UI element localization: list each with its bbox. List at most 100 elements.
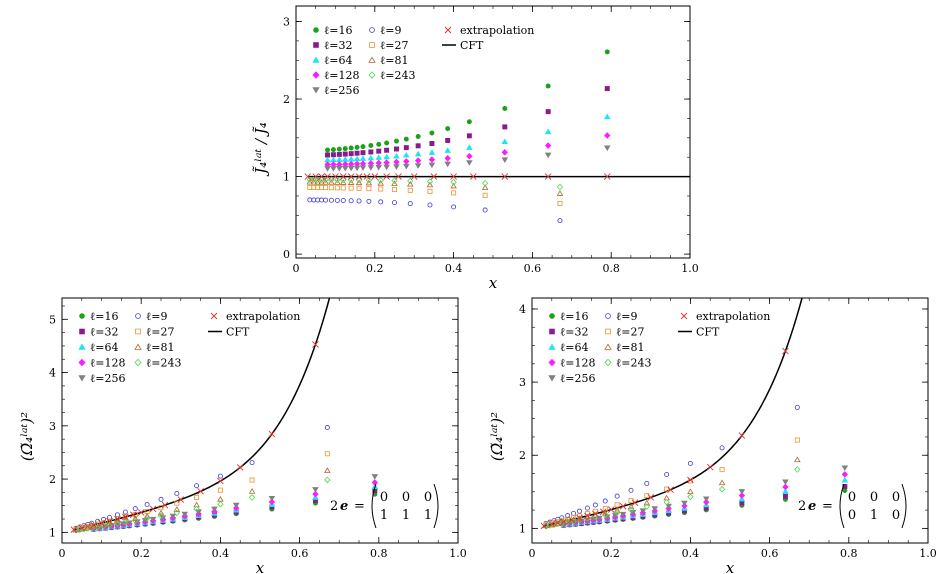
point-l16 bbox=[466, 119, 472, 125]
point-l256 bbox=[466, 160, 473, 166]
point-l256 bbox=[383, 164, 390, 171]
point-extrapolation bbox=[395, 173, 402, 180]
point-extrapolation bbox=[450, 173, 457, 180]
point-l27 bbox=[194, 494, 200, 500]
point-l128 bbox=[545, 142, 552, 149]
point-l16 bbox=[415, 133, 421, 139]
legend-marker-l27 bbox=[605, 328, 611, 335]
point-l81 bbox=[718, 479, 726, 486]
x-tick-label: 0 bbox=[293, 262, 300, 275]
point-l32 bbox=[415, 143, 421, 149]
point-extrapolation bbox=[312, 173, 320, 180]
legend-marker-l256 bbox=[78, 375, 86, 382]
point-extrapolation bbox=[469, 173, 477, 180]
point-l256 bbox=[619, 511, 627, 518]
point-l64 bbox=[383, 153, 390, 160]
point-l9 bbox=[334, 197, 340, 203]
point-l9 bbox=[340, 198, 346, 203]
x-tick-label: 0.8 bbox=[602, 262, 620, 275]
point-l16 bbox=[445, 126, 451, 132]
point-l16 bbox=[330, 147, 336, 153]
point-l27 bbox=[311, 185, 317, 190]
point-l16 bbox=[545, 83, 551, 89]
point-l27 bbox=[340, 185, 346, 191]
point-extrapolation bbox=[98, 519, 105, 527]
point-l9 bbox=[378, 199, 384, 205]
point-extrapolation bbox=[84, 523, 92, 530]
point-l9 bbox=[614, 493, 620, 499]
legend-marker-l9 bbox=[135, 313, 141, 319]
legend-label-l27: ℓ=27 bbox=[146, 326, 174, 339]
point-l128 bbox=[403, 158, 410, 165]
legend-label-l64: ℓ=64 bbox=[90, 341, 118, 354]
point-extrapolation bbox=[544, 173, 552, 180]
point-l81 bbox=[377, 179, 385, 186]
point-l16 bbox=[429, 130, 435, 136]
point-l243 bbox=[334, 176, 341, 184]
point-extrapolation bbox=[371, 173, 379, 180]
x-tick-label: 0.4 bbox=[212, 547, 230, 560]
point-l64 bbox=[336, 156, 343, 162]
point-l256 bbox=[782, 479, 789, 486]
point-l81 bbox=[131, 515, 139, 521]
legend-marker-l256 bbox=[548, 375, 556, 382]
point-l16 bbox=[354, 144, 360, 150]
point-l9 bbox=[328, 197, 334, 203]
point-l27 bbox=[319, 185, 325, 191]
point-l81 bbox=[391, 180, 398, 186]
point-l9 bbox=[307, 197, 313, 203]
point-l128 bbox=[268, 498, 276, 506]
matrix-cell: 0 bbox=[848, 490, 856, 505]
panel-bottom-left-chart: 0 0.2 0.4 0.6 0.8 1.012345x(Ω̃₄ˡᵃᵗ)²ℓ=16ℓ=32ℓ… bbox=[18, 297, 467, 574]
point-l9 bbox=[356, 198, 362, 204]
point-l256 bbox=[359, 165, 367, 172]
point-l256 bbox=[330, 166, 337, 172]
matrix-equals: = bbox=[822, 499, 833, 514]
point-l9 bbox=[194, 483, 200, 489]
legend-marker-l32 bbox=[549, 328, 555, 335]
point-l16 bbox=[376, 141, 382, 147]
point-l9 bbox=[628, 487, 634, 493]
point-l9 bbox=[144, 501, 150, 507]
point-l243 bbox=[100, 522, 107, 530]
point-l256 bbox=[336, 165, 343, 172]
y-tick-label: 2 bbox=[49, 473, 56, 486]
point-l64 bbox=[841, 476, 849, 483]
y-tick-label: 2 bbox=[519, 449, 526, 462]
legend-label-l64: ℓ=64 bbox=[560, 341, 588, 354]
point-l81 bbox=[426, 181, 434, 188]
point-l81 bbox=[306, 178, 314, 185]
point-l243 bbox=[556, 183, 564, 191]
point-l243 bbox=[613, 509, 621, 517]
point-extrapolation bbox=[383, 173, 390, 180]
point-l81 bbox=[687, 488, 694, 494]
point-extrapolation bbox=[540, 522, 548, 530]
point-l81 bbox=[248, 488, 256, 494]
legend-label-l81: ℓ=81 bbox=[146, 341, 174, 354]
point-l32 bbox=[368, 149, 374, 155]
point-l256 bbox=[367, 165, 375, 171]
point-l81 bbox=[318, 178, 325, 185]
point-extrapolation bbox=[554, 519, 562, 527]
matrix-right-paren bbox=[901, 483, 907, 529]
point-l81 bbox=[339, 179, 347, 185]
point-extrapolation bbox=[599, 508, 607, 516]
point-l9 bbox=[348, 198, 354, 204]
point-l27 bbox=[328, 185, 334, 191]
point-l16 bbox=[502, 106, 508, 112]
point-l243 bbox=[157, 512, 165, 520]
legend-marker-l81 bbox=[134, 343, 142, 350]
legend-marker-l128 bbox=[548, 358, 556, 367]
legend-label-cft: CFT bbox=[226, 326, 250, 339]
point-l32 bbox=[502, 124, 508, 130]
point-l81 bbox=[355, 179, 363, 186]
point-l256 bbox=[341, 165, 349, 172]
point-extrapolation bbox=[355, 173, 363, 180]
point-l9 bbox=[323, 197, 329, 203]
point-l27 bbox=[107, 518, 113, 524]
point-l243 bbox=[248, 494, 256, 501]
matrix-cell: 1 bbox=[380, 508, 388, 523]
plot-area bbox=[304, 49, 690, 224]
point-extrapolation bbox=[137, 509, 145, 516]
point-l32 bbox=[604, 86, 610, 92]
